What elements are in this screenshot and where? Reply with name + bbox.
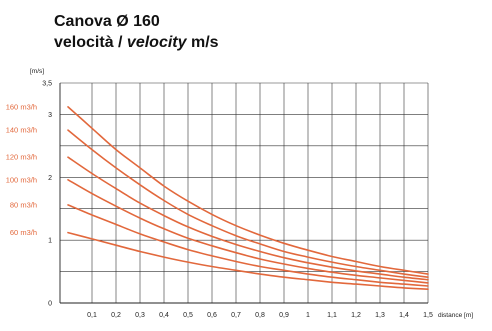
x-tick-label-10: 1,1 — [327, 312, 337, 319]
series-label-0: 160 m3/h — [6, 102, 37, 111]
subtitle-part-2: velocity — [127, 34, 188, 51]
series-label-3: 100 m3/h — [6, 175, 37, 184]
x-tick-label-7: 0,8 — [255, 312, 265, 319]
series-labels: 160 m3/h 140 m3/h 120 m3/h 100 m3/h 80 m3/h 6… — [6, 102, 37, 237]
series-label-4: 80 m3/h — [10, 200, 37, 209]
grid — [60, 82, 429, 303]
series-line-2 — [67, 156, 429, 281]
x-tick-label-6: 0,7 — [231, 312, 241, 319]
y-tick-label-3: 3 — [48, 112, 52, 119]
y-tick-label-0: 0 — [48, 301, 52, 308]
series-lines — [67, 106, 429, 290]
x-tick-label-2: 0,3 — [135, 312, 145, 319]
series-line-5 — [67, 231, 429, 290]
y-axis-label: [m/s] — [30, 68, 44, 75]
x-tick-label-14: 1,5 — [423, 312, 433, 319]
subtitle-part-1: velocità / — [54, 34, 127, 51]
y-tick-label-1: 1 — [48, 238, 52, 245]
series-line-1 — [67, 129, 429, 278]
x-tick-label-0: 0,1 — [87, 312, 97, 319]
x-tick-labels: 0,1 0,2 0,3 0,4 0,5 0,6 0,7 0,8 0,9 1 1,1 1,2 1,3 1,4… — [87, 312, 433, 319]
chart-subtitle: velocità / velocity m/s — [54, 34, 219, 51]
x-axis-label: distance [m] — [438, 312, 473, 319]
chart-title: Canova Ø 160 — [54, 13, 160, 30]
series-line-4 — [67, 204, 429, 287]
series-label-2: 120 m3/h — [6, 153, 37, 162]
x-tick-label-5: 0,6 — [207, 312, 217, 319]
subtitle-part-3: m/s — [187, 34, 219, 51]
x-tick-label-11: 1,2 — [351, 312, 361, 319]
y-tick-label-2: 2 — [48, 175, 52, 182]
x-tick-label-9: 1 — [306, 312, 310, 319]
x-tick-label-3: 0,4 — [159, 312, 169, 319]
series-label-5: 60 m3/h — [10, 228, 37, 237]
axes — [59, 83, 428, 304]
series-line-3 — [67, 179, 429, 284]
y-tick-label-4: 3,5 — [42, 81, 52, 88]
x-tick-label-1: 0,2 — [111, 312, 121, 319]
x-tick-label-12: 1,3 — [375, 312, 385, 319]
x-tick-label-4: 0,5 — [183, 312, 193, 319]
x-tick-label-13: 1,4 — [399, 312, 409, 319]
y-tick-labels: 0 1 2 3 3,5 — [42, 81, 52, 308]
series-label-1: 140 m3/h — [6, 126, 37, 135]
x-tick-label-8: 0,9 — [279, 312, 289, 319]
series-line-0 — [67, 106, 429, 275]
